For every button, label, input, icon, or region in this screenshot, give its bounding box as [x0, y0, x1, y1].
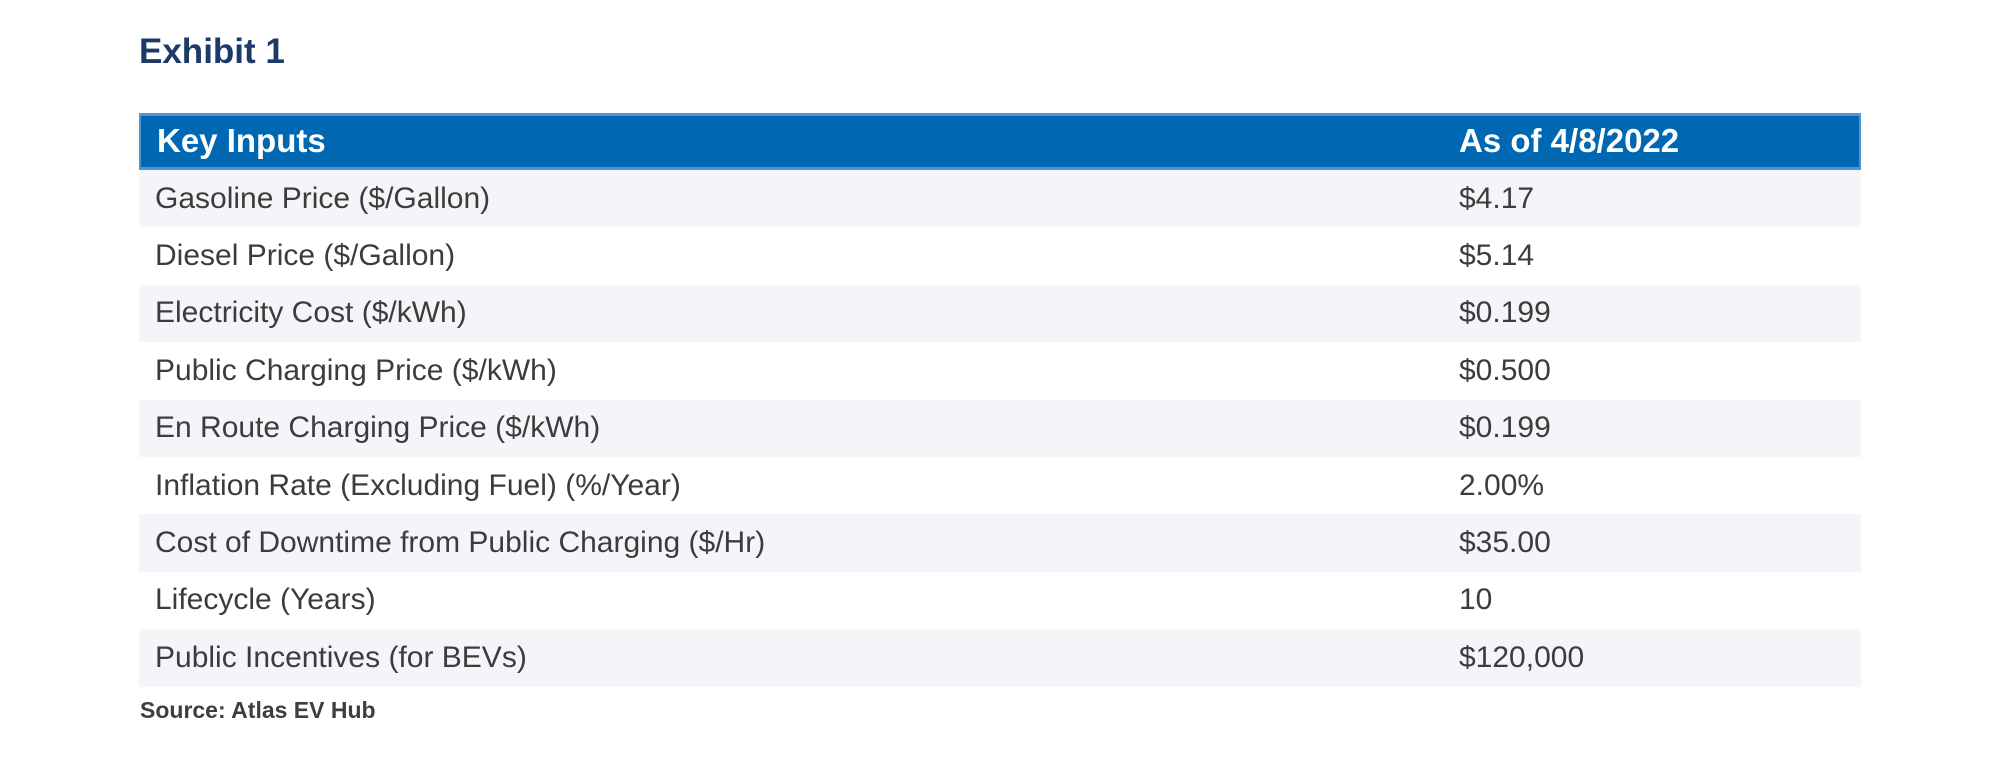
input-label-cell: Public Incentives (for BEVs)	[139, 629, 1459, 687]
input-label-cell: Lifecycle (Years)	[139, 571, 1459, 630]
table-row: Public Incentives (for BEVs) $120,000	[139, 629, 1861, 687]
input-label-cell: Gasoline Price ($/Gallon)	[139, 170, 1459, 228]
input-value-cell: $35.00	[1459, 514, 1861, 572]
table-row: Cost of Downtime from Public Charging ($…	[139, 514, 1861, 572]
table-row: Electricity Cost ($/kWh) $0.199	[139, 284, 1861, 343]
table-body: Gasoline Price ($/Gallon) $4.17 Diesel Pri…	[139, 170, 1861, 687]
input-value-cell: 2.00%	[1459, 456, 1861, 515]
input-value-cell: $120,000	[1459, 629, 1861, 687]
input-label-cell: Public Charging Price ($/kWh)	[139, 342, 1459, 400]
table-row: En Route Charging Price ($/kWh) $0.199	[139, 399, 1861, 457]
input-value-cell: 10	[1459, 571, 1861, 630]
table-row: Lifecycle (Years) 10	[139, 571, 1861, 630]
header-cell-as-of-date: As of 4/8/2022	[1459, 113, 1861, 170]
input-label-cell: Cost of Downtime from Public Charging ($…	[139, 514, 1459, 572]
input-value-cell: $0.500	[1459, 342, 1861, 400]
source-note: Source: Atlas EV Hub	[140, 697, 376, 723]
table-row: Inflation Rate (Excluding Fuel) (%/Year)…	[139, 456, 1861, 515]
header-cell-key-inputs: Key Inputs	[139, 113, 1459, 170]
input-value-cell: $5.14	[1459, 227, 1861, 285]
table-header-row: Key Inputs As of 4/8/2022	[139, 113, 1861, 170]
input-label-cell: Diesel Price ($/Gallon)	[139, 227, 1459, 285]
exhibit-title: Exhibit 1	[139, 32, 285, 71]
table-row: Diesel Price ($/Gallon) $5.14	[139, 227, 1861, 285]
table-row: Public Charging Price ($/kWh) $0.500	[139, 342, 1861, 400]
input-value-cell: $0.199	[1459, 399, 1861, 457]
input-value-cell: $4.17	[1459, 170, 1861, 228]
input-value-cell: $0.199	[1459, 284, 1861, 343]
input-label-cell: Electricity Cost ($/kWh)	[139, 284, 1459, 343]
key-inputs-table: Key Inputs As of 4/8/2022 Gasoline Price…	[139, 113, 1861, 687]
input-label-cell: En Route Charging Price ($/kWh)	[139, 399, 1459, 457]
input-label-cell: Inflation Rate (Excluding Fuel) (%/Year)	[139, 456, 1459, 515]
table-row: Gasoline Price ($/Gallon) $4.17	[139, 170, 1861, 228]
